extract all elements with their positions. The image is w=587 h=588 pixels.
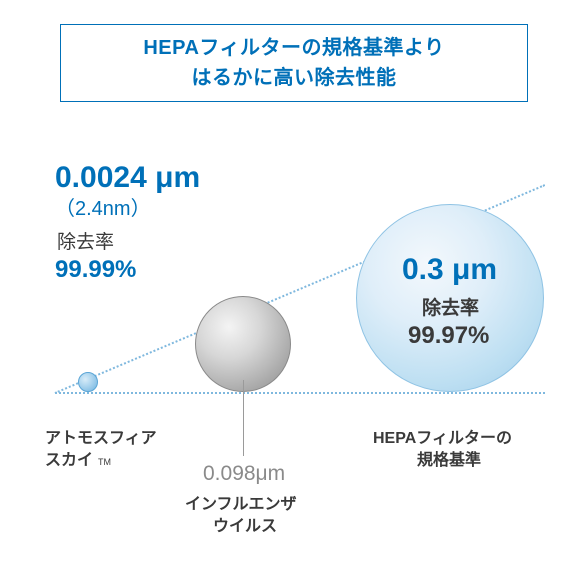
- title-line1: HEPAフィルターの規格基準より: [143, 33, 444, 63]
- baseline-dotted: [55, 392, 545, 394]
- pointer-medium: [243, 380, 244, 456]
- large-rate-value: 99.97%: [408, 320, 489, 352]
- small-rate-label: 除去率: [57, 230, 114, 256]
- title-box: HEPAフィルターの規格基準より はるかに高い除去性能: [60, 24, 528, 102]
- large-name-line2: 規格基準: [417, 450, 481, 472]
- chart-area: 0.0024 μm （2.4nm） 除去率 99.99% アトモスフィア スカイ…: [0, 150, 587, 570]
- medium-name-line1: インフルエンザ: [185, 494, 297, 516]
- large-rate-label: 除去率: [422, 296, 479, 322]
- medium-size-value: 0.098μm: [203, 460, 285, 488]
- sphere-medium: [195, 296, 291, 392]
- sphere-small: [78, 372, 98, 392]
- small-size-value: 0.0024 μm: [55, 158, 200, 199]
- small-name-line2: スカイ: [45, 450, 93, 472]
- large-name-line1: HEPAフィルターの: [373, 428, 512, 450]
- small-tm-mark: TM: [98, 456, 111, 468]
- medium-name-line2: ウイルス: [213, 516, 277, 538]
- small-rate-value: 99.99%: [55, 254, 136, 286]
- title-line2: はるかに高い除去性能: [192, 63, 397, 93]
- large-size-value: 0.3 μm: [402, 250, 497, 291]
- small-name-line1: アトモスフィア: [45, 428, 157, 450]
- small-size-nm: （2.4nm）: [55, 196, 151, 223]
